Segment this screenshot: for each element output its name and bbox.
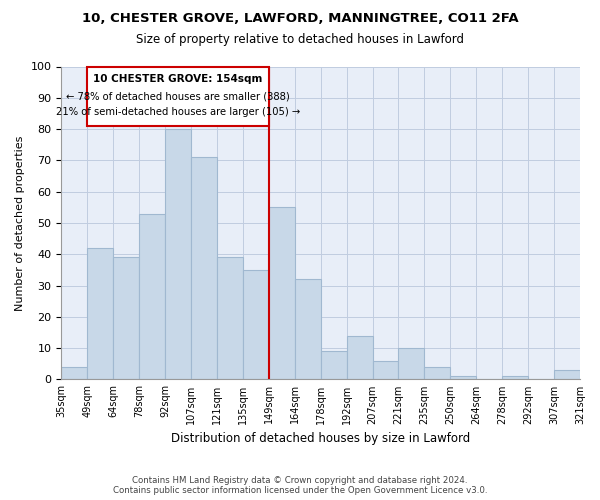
Bar	[347, 336, 373, 380]
Text: 10 CHESTER GROVE: 154sqm: 10 CHESTER GROVE: 154sqm	[94, 74, 263, 85]
Bar	[113, 258, 139, 380]
FancyBboxPatch shape	[87, 66, 269, 126]
X-axis label: Distribution of detached houses by size in Lawford: Distribution of detached houses by size …	[171, 432, 470, 445]
Text: ← 78% of detached houses are smaller (388): ← 78% of detached houses are smaller (38…	[66, 92, 290, 102]
Bar	[165, 129, 191, 380]
Bar	[269, 208, 295, 380]
Bar	[243, 270, 269, 380]
Text: Contains HM Land Registry data © Crown copyright and database right 2024.
Contai: Contains HM Land Registry data © Crown c…	[113, 476, 487, 495]
Bar	[217, 258, 243, 380]
Bar	[320, 352, 347, 380]
Bar	[191, 157, 217, 380]
Text: 10, CHESTER GROVE, LAWFORD, MANNINGTREE, CO11 2FA: 10, CHESTER GROVE, LAWFORD, MANNINGTREE,…	[82, 12, 518, 26]
Bar	[373, 360, 398, 380]
Text: 21% of semi-detached houses are larger (105) →: 21% of semi-detached houses are larger (…	[56, 107, 300, 117]
Bar	[87, 248, 113, 380]
Bar	[139, 214, 165, 380]
Bar	[424, 367, 451, 380]
Bar	[61, 367, 87, 380]
Y-axis label: Number of detached properties: Number of detached properties	[15, 136, 25, 310]
Bar	[398, 348, 424, 380]
Bar	[295, 280, 320, 380]
Text: Size of property relative to detached houses in Lawford: Size of property relative to detached ho…	[136, 32, 464, 46]
Bar	[451, 376, 476, 380]
Bar	[554, 370, 580, 380]
Bar	[502, 376, 528, 380]
